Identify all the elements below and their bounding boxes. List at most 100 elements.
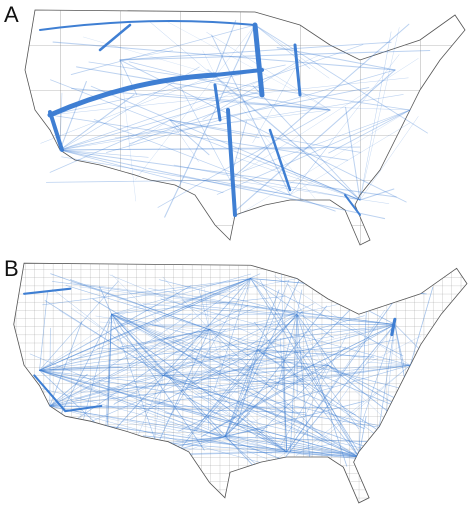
flow-line [169, 119, 199, 162]
flow-line [119, 278, 251, 300]
flow-line [289, 194, 336, 212]
flow-line [162, 351, 209, 376]
flow-line [59, 92, 63, 151]
flow-line [207, 69, 361, 201]
flow-line [49, 405, 299, 473]
flow-line [111, 313, 295, 413]
flow-line [209, 329, 408, 412]
flow-line [49, 305, 260, 407]
flow-line [39, 369, 264, 434]
flow-line [296, 313, 348, 467]
flow-line [366, 361, 411, 366]
flow-line [142, 303, 396, 325]
flow-line [119, 49, 431, 61]
flow-line [148, 288, 298, 315]
flow-line [113, 375, 164, 405]
flow-line [39, 285, 192, 371]
flow-line [386, 324, 396, 414]
panel-label: B [4, 256, 19, 281]
flow-line [59, 149, 149, 158]
flow-line [97, 347, 259, 351]
flow-line [133, 364, 329, 375]
flow-line [187, 324, 396, 384]
flow-line [285, 323, 396, 458]
flow-line [212, 313, 298, 418]
flow-line [155, 329, 210, 449]
flow-line [99, 321, 210, 330]
flow-line [39, 369, 428, 436]
flow-line [394, 324, 405, 367]
flow-line [145, 362, 287, 453]
flow-line [250, 278, 404, 357]
flow-line [109, 274, 329, 366]
flow-line [327, 346, 347, 366]
flow-line [254, 321, 360, 458]
flow-line [178, 349, 259, 452]
flow-line [39, 313, 125, 371]
flow-line [256, 156, 361, 201]
flow-line [59, 149, 224, 194]
flow-line [169, 119, 210, 156]
flow-line [290, 313, 298, 453]
flow-line [293, 351, 360, 458]
flow-line [153, 324, 396, 371]
flow-line [111, 313, 356, 416]
flow-line [232, 109, 411, 219]
flow-line [224, 280, 290, 437]
flow-line [155, 329, 210, 400]
flow-line [44, 300, 164, 376]
flow-line [359, 116, 419, 201]
panel-label: A [4, 2, 19, 27]
flow-line [49, 405, 306, 413]
flow-line [224, 289, 280, 438]
flow-line [213, 68, 264, 77]
flow-line [70, 24, 256, 75]
flow-line [327, 364, 404, 403]
flow-line [229, 179, 390, 204]
flow-line [59, 148, 316, 151]
flow-line [172, 354, 329, 366]
flow-line [70, 282, 396, 325]
flow-line [49, 374, 310, 407]
flow-line [111, 313, 310, 390]
flow-line [164, 24, 256, 218]
flow-line [259, 279, 360, 458]
flow-line [187, 364, 411, 376]
flow-line [204, 288, 210, 330]
flow-line [159, 279, 298, 315]
flow-line [162, 303, 315, 376]
flow-line [39, 295, 376, 371]
flow-line [49, 405, 332, 408]
flow-line [95, 315, 411, 366]
flow-line [142, 435, 360, 458]
flow-line [273, 364, 411, 405]
flow-line [250, 278, 370, 469]
flow-line [188, 398, 288, 453]
flow-line [75, 375, 164, 400]
flow-line [195, 313, 298, 431]
flow-line [182, 278, 252, 303]
flow-line [214, 74, 316, 199]
flow-line [45, 179, 231, 183]
flow-line [111, 273, 252, 315]
flow-line [247, 278, 251, 295]
flow-line [206, 384, 287, 453]
flow-line [71, 308, 287, 453]
flow-line [49, 119, 171, 173]
flow-line [129, 349, 259, 420]
flow-line [162, 375, 402, 432]
flow-line [214, 20, 237, 76]
flow-line [276, 313, 298, 391]
flow-line [50, 278, 251, 371]
flow-line [345, 106, 361, 201]
flow-line [250, 278, 359, 430]
flow-line [358, 415, 367, 458]
flows [23, 273, 437, 478]
flow-line [47, 405, 51, 431]
flow-line [35, 386, 226, 437]
flow-line [216, 109, 411, 195]
flow-line [155, 400, 360, 458]
flow-line [71, 88, 331, 111]
flow-line [252, 85, 361, 201]
flow-line [48, 324, 396, 369]
